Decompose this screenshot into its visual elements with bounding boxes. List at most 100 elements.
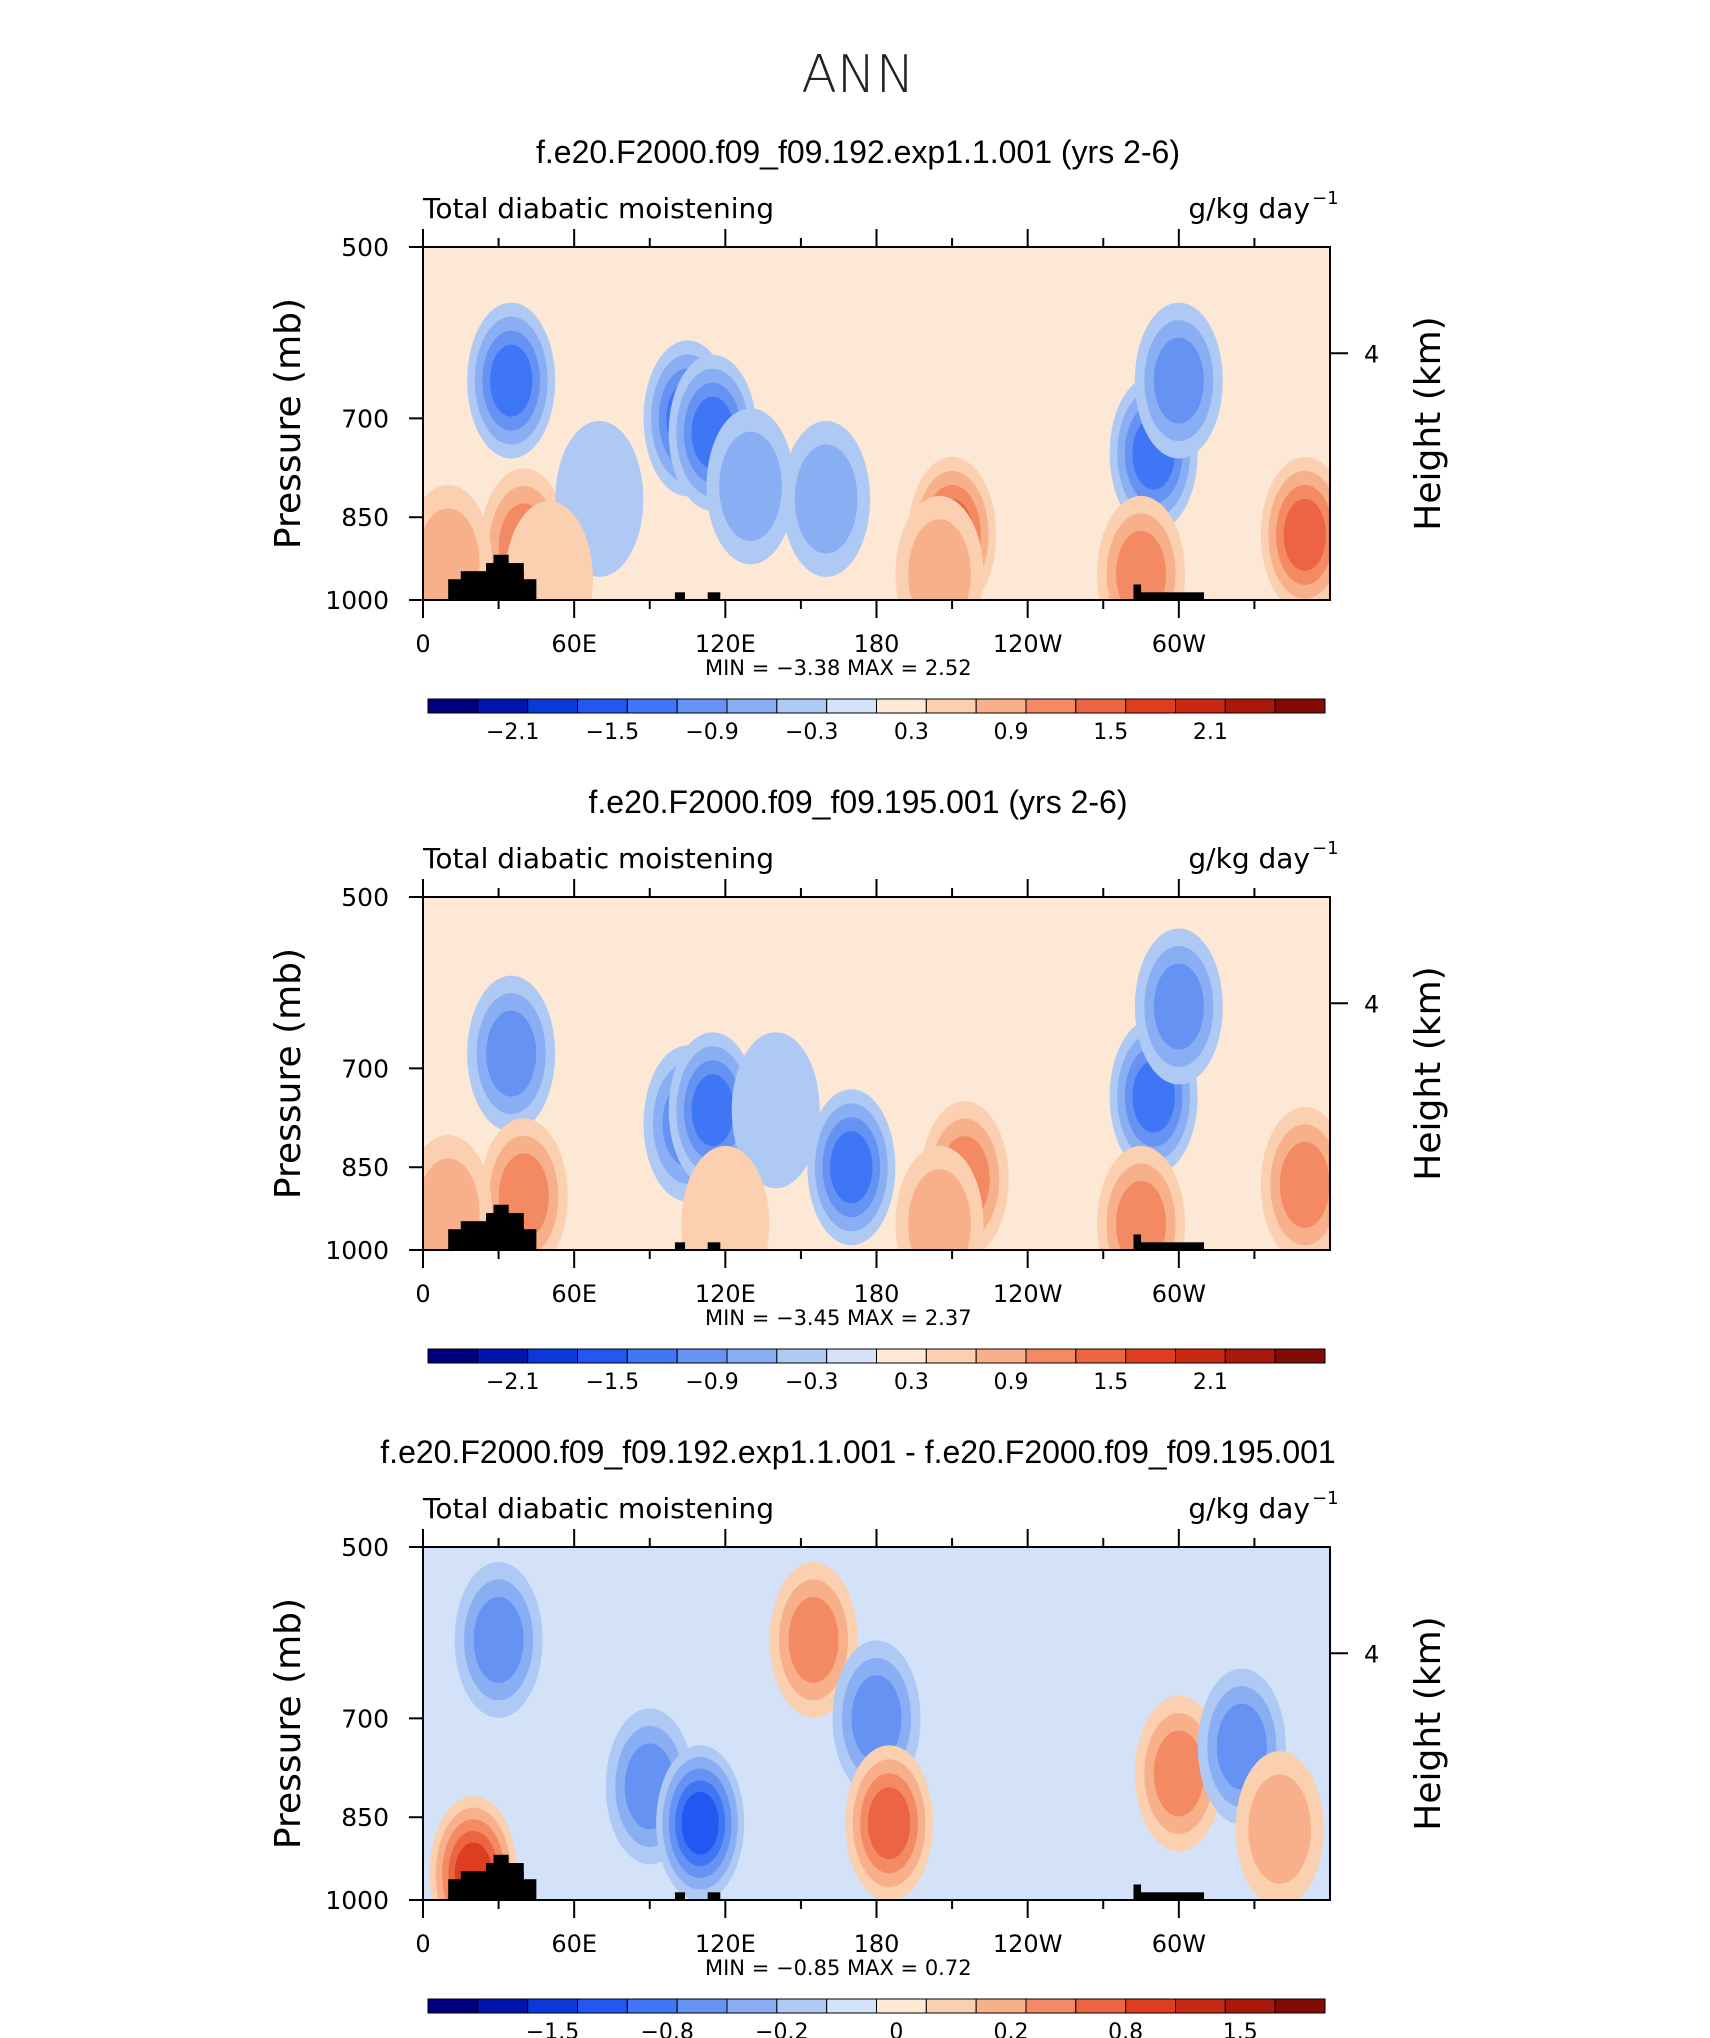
y-right-tick-label: 4 xyxy=(1364,340,1379,368)
min-max-label: MIN = −3.38 MAX = 2.52 xyxy=(705,656,972,680)
x-tick-label: 60E xyxy=(551,1930,597,1958)
colorbar-box xyxy=(1274,1348,1326,1364)
contour-level xyxy=(788,1596,839,1683)
contour-level xyxy=(1153,963,1204,1050)
colorbar-label: −2.1 xyxy=(486,1370,539,1395)
x-tick-label: 120E xyxy=(695,1930,756,1958)
colorbar-box xyxy=(527,1348,579,1364)
contour-field xyxy=(423,247,1330,600)
topography-mask xyxy=(448,1854,1205,1900)
colorbar-box xyxy=(1175,1998,1226,2014)
variable-label: Total diabatic moistening xyxy=(422,1492,774,1525)
units-label: g/kg day xyxy=(1188,1492,1310,1525)
colorbar-box xyxy=(626,1998,678,2014)
colorbar-label: 0.9 xyxy=(994,720,1029,745)
colorbar-box xyxy=(527,1998,579,2014)
topography-block xyxy=(1133,584,1142,600)
y-tick-label: 500 xyxy=(341,233,389,262)
units-exponent: −1 xyxy=(1312,188,1339,209)
colorbar-box xyxy=(975,1998,1027,2014)
topography-block xyxy=(707,592,721,600)
contour-feature xyxy=(1134,302,1223,459)
x-tick-label: 120W xyxy=(993,1930,1063,1958)
topography-block xyxy=(707,1242,721,1250)
y-tick-label: 1000 xyxy=(325,1236,389,1265)
colorbar-label: −0.8 xyxy=(640,2020,693,2038)
contour-feature xyxy=(807,1089,896,1246)
colorbar-box xyxy=(527,698,579,714)
colorbar-box xyxy=(1274,1998,1326,2014)
variable-label: Total diabatic moistening xyxy=(422,842,774,875)
x-tick-label: 0 xyxy=(415,1280,430,1308)
colorbar-label: 0.3 xyxy=(894,720,929,745)
topography-block xyxy=(1136,592,1205,600)
units-label: g/kg day xyxy=(1188,842,1310,875)
contour-level xyxy=(719,431,782,542)
contour-feature xyxy=(1235,1751,1324,1900)
contour-feature xyxy=(1097,1145,1186,1250)
contour-feature xyxy=(656,1745,745,1900)
contour-level xyxy=(794,444,858,554)
colorbar-box xyxy=(726,1348,778,1364)
y-right-tick-label: 4 xyxy=(1364,990,1379,1018)
y-tick-label: 700 xyxy=(341,1054,389,1083)
contour-level xyxy=(1283,498,1327,571)
colorbar-box xyxy=(975,1348,1027,1364)
colorbar-box xyxy=(427,698,479,714)
colorbar-box xyxy=(876,1998,927,2014)
colorbar-box xyxy=(1025,1998,1077,2014)
colorbar-box xyxy=(1075,1998,1127,2014)
colorbar-box xyxy=(477,1998,529,2014)
y-axis-title: Pressure (mb) xyxy=(268,1598,309,1849)
x-tick-label: 180 xyxy=(854,1280,900,1308)
contour-field xyxy=(423,1547,1330,1900)
colorbar-box xyxy=(876,698,927,714)
colorbar-label: −1.5 xyxy=(586,720,639,745)
colorbar-box xyxy=(676,1998,728,2014)
contour-level xyxy=(1279,1141,1330,1228)
panel-title: f.e20.F2000.f09_f09.192.exp1.1.001 (yrs … xyxy=(536,134,1180,170)
colorbar-label: −1.5 xyxy=(526,2020,579,2038)
x-tick-label: 60W xyxy=(1152,1280,1206,1308)
x-tick-label: 120E xyxy=(695,1280,756,1308)
y-right-axis-title: Height (km) xyxy=(1408,1616,1449,1830)
topography-block xyxy=(674,1892,686,1900)
chart-panel-1: f.e20.F2000.f09_f09.192.exp1.1.001 (yrs … xyxy=(268,134,1449,745)
colorbar-box xyxy=(776,1998,828,2014)
colorbar-box xyxy=(876,1348,927,1364)
y-axis-title: Pressure (mb) xyxy=(268,298,309,549)
contour-level xyxy=(486,1010,537,1097)
colorbar-label: −0.9 xyxy=(685,1370,738,1395)
panel-title: f.e20.F2000.f09_f09.195.001 (yrs 2-6) xyxy=(588,784,1127,820)
colorbar-box xyxy=(1025,1348,1077,1364)
colorbar-box xyxy=(1224,698,1276,714)
colorbar-label: −0.3 xyxy=(785,720,838,745)
topography-block xyxy=(707,1892,721,1900)
contour-feature xyxy=(423,1135,493,1250)
contour-level xyxy=(1116,1180,1167,1250)
x-tick-label: 60E xyxy=(551,630,597,658)
colorbar-label: 0.2 xyxy=(994,2020,1029,2038)
colorbar-box xyxy=(676,698,728,714)
y-tick-label: 850 xyxy=(341,503,389,532)
colorbar-box xyxy=(626,698,678,714)
colorbar-box xyxy=(826,698,878,714)
y-tick-label: 1000 xyxy=(325,1886,389,1915)
x-tick-label: 180 xyxy=(854,1930,900,1958)
min-max-label: MIN = −3.45 MAX = 2.37 xyxy=(705,1306,972,1330)
x-tick-label: 60W xyxy=(1152,1930,1206,1958)
colorbar-box xyxy=(1175,698,1226,714)
x-tick-label: 0 xyxy=(415,1930,430,1958)
topography-block xyxy=(1136,1242,1205,1250)
colorbar-box xyxy=(427,1998,479,2014)
colorbar-box xyxy=(1224,1998,1276,2014)
colorbar-box xyxy=(925,1998,977,2014)
contour-feature xyxy=(423,485,493,600)
colorbar-label: 1.5 xyxy=(1093,1370,1128,1395)
contour-level xyxy=(908,1169,971,1250)
colorbar-box xyxy=(1075,698,1127,714)
colorbar-box xyxy=(427,1348,479,1364)
contour-feature xyxy=(706,408,795,565)
contour-level xyxy=(1116,530,1167,600)
contour-level xyxy=(423,508,480,600)
